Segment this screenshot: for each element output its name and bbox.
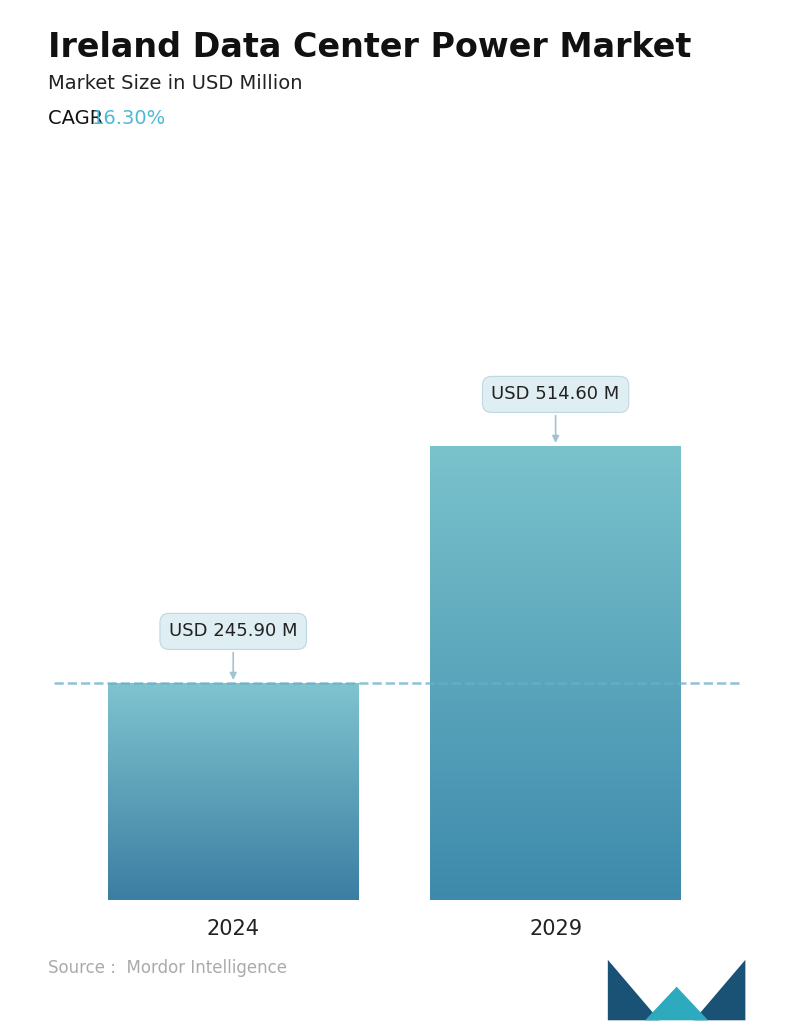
Text: Ireland Data Center Power Market: Ireland Data Center Power Market	[48, 31, 691, 64]
Text: USD 245.90 M: USD 245.90 M	[169, 622, 298, 678]
Polygon shape	[608, 960, 659, 1021]
Text: CAGR: CAGR	[48, 109, 115, 127]
Polygon shape	[645, 986, 708, 1021]
Text: Source :  Mordor Intelligence: Source : Mordor Intelligence	[48, 960, 287, 977]
Polygon shape	[694, 960, 745, 1021]
Text: USD 514.60 M: USD 514.60 M	[491, 386, 620, 442]
Text: 16.30%: 16.30%	[92, 109, 166, 127]
Text: Market Size in USD Million: Market Size in USD Million	[48, 74, 302, 93]
